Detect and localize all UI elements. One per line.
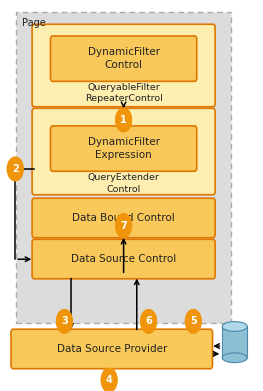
FancyBboxPatch shape xyxy=(50,36,197,81)
Text: 6: 6 xyxy=(145,316,152,326)
FancyBboxPatch shape xyxy=(11,329,213,369)
Text: QueryableFilter
RepeaterControl: QueryableFilter RepeaterControl xyxy=(85,83,163,104)
FancyBboxPatch shape xyxy=(32,108,215,195)
Text: 4: 4 xyxy=(106,375,113,385)
Text: 5: 5 xyxy=(190,316,197,326)
Text: Data Source Control: Data Source Control xyxy=(71,254,176,264)
Text: DynamicFilter
Control: DynamicFilter Control xyxy=(88,47,160,70)
Circle shape xyxy=(185,310,201,333)
Text: 3: 3 xyxy=(61,316,68,326)
Circle shape xyxy=(141,310,156,333)
Circle shape xyxy=(116,214,132,237)
Text: 2: 2 xyxy=(12,164,19,174)
FancyBboxPatch shape xyxy=(50,126,197,171)
Text: 7: 7 xyxy=(120,221,127,231)
Circle shape xyxy=(57,310,72,333)
Text: 1: 1 xyxy=(120,115,127,125)
Circle shape xyxy=(7,157,23,181)
FancyBboxPatch shape xyxy=(222,326,247,358)
Circle shape xyxy=(101,368,117,391)
FancyBboxPatch shape xyxy=(32,239,215,279)
FancyBboxPatch shape xyxy=(16,12,231,323)
Text: Data Bound Control: Data Bound Control xyxy=(72,213,175,223)
FancyBboxPatch shape xyxy=(32,198,215,238)
Circle shape xyxy=(116,108,132,132)
Text: DynamicFilter
Expression: DynamicFilter Expression xyxy=(88,137,160,160)
Ellipse shape xyxy=(222,321,247,331)
Text: Page: Page xyxy=(22,18,46,28)
FancyBboxPatch shape xyxy=(32,24,215,107)
Text: QueryExtender
Control: QueryExtender Control xyxy=(88,173,160,194)
Text: Data Source Provider: Data Source Provider xyxy=(57,344,167,354)
Ellipse shape xyxy=(222,353,247,363)
